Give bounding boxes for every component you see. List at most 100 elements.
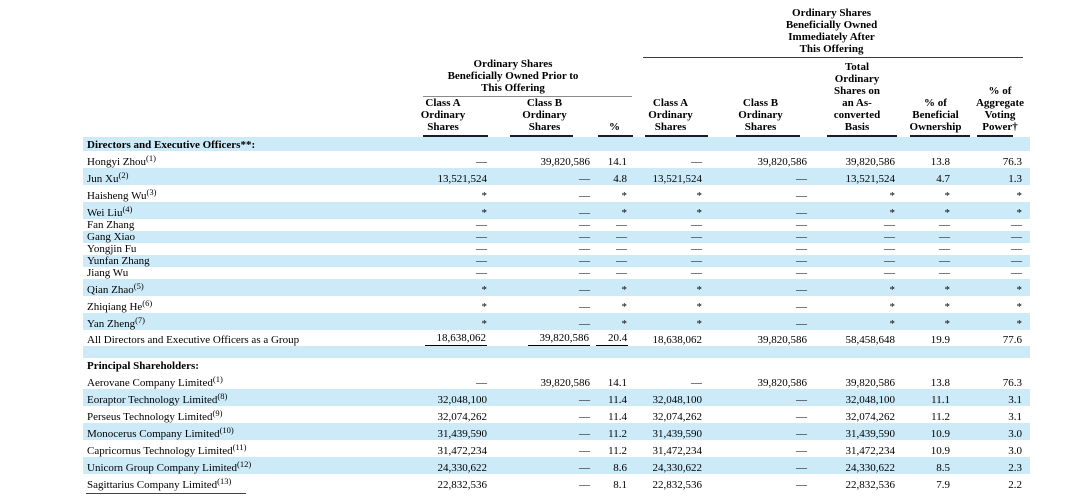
- cell-value: —: [813, 231, 901, 243]
- cell-value: —: [796, 479, 807, 491]
- section-title: Principal Shareholders:: [87, 360, 199, 372]
- after-group-rule: [643, 55, 1024, 58]
- cell-value: 3.1: [970, 389, 1031, 406]
- cell-value: —: [796, 411, 807, 423]
- footnote-ref: (2): [118, 170, 129, 180]
- cell-value: 13.8: [930, 377, 950, 389]
- cell-value: —: [901, 231, 970, 243]
- row-label: Eoraptor Technology Limited(8): [83, 389, 393, 406]
- spacer-row: [83, 346, 1031, 358]
- cell-value: —: [691, 156, 702, 168]
- cell-value: —: [708, 389, 813, 406]
- cell-value: 39,820,586: [540, 377, 591, 389]
- footnote-ref: (12): [237, 459, 252, 469]
- cell-value: —: [596, 255, 633, 267]
- cell-value: 13,521,524: [633, 168, 708, 185]
- cell-value: 11.1: [901, 389, 970, 406]
- cell-value: —: [579, 479, 590, 491]
- row-label: Yunfan Zhang: [83, 255, 393, 267]
- cell-value: —: [708, 423, 813, 440]
- cell-value: —: [1011, 267, 1023, 279]
- cell-value: 32,048,100: [393, 389, 493, 406]
- footnote-ref: (10): [219, 425, 234, 435]
- cell-value: 39,820,586: [493, 330, 596, 346]
- cell-value: 39,820,586: [757, 377, 808, 389]
- cell-value: 10.9: [901, 423, 970, 440]
- column-header-rule: [910, 134, 970, 137]
- cell-value: 3.1: [1008, 411, 1023, 423]
- cell-value: —: [708, 168, 813, 185]
- row-label: Aerovane Company Limited(1): [87, 374, 223, 389]
- header-blank: [393, 4, 633, 58]
- cell-value: —: [493, 457, 596, 474]
- cell-value: 13,521,524: [813, 168, 901, 185]
- cell-value: 24,330,622: [633, 457, 708, 474]
- cell-value: 32,048,100: [633, 389, 708, 406]
- cell-value: 39,820,586: [757, 334, 808, 346]
- cell-value: 39,820,586: [845, 377, 896, 389]
- cell-value: —: [579, 190, 590, 202]
- column-header-class-b-prior: Class B Ordinary Shares: [493, 97, 596, 137]
- cell-value: 31,472,234: [845, 445, 896, 457]
- cell-value: *: [621, 301, 628, 313]
- table-row: Qian Zhao(5) * — * * — * * *: [83, 279, 1031, 296]
- cell-value: *: [393, 313, 493, 330]
- footnote-ref: (6): [142, 298, 153, 308]
- row-label: Qian Zhao(5): [83, 279, 393, 296]
- cell-value: —: [579, 267, 590, 279]
- column-header-label: Class B Ordinary Shares: [738, 97, 783, 133]
- row-label: Capricornus Technology Limited(11): [87, 442, 247, 457]
- cell-value: *: [696, 190, 703, 202]
- header-after-offering-group: Ordinary Shares Beneficially Owned Immed…: [633, 4, 1030, 58]
- row-label: Sagittarius Company Limited(13): [87, 476, 232, 491]
- cell-value: 7.9: [936, 479, 950, 491]
- cell-value: —: [476, 267, 487, 279]
- table-row: Jun Xu(2) 13,521,524—4.8 13,521,524—13,521…: [83, 168, 1031, 185]
- row-label: Hongyi Zhou(1): [87, 153, 156, 168]
- cell-value: 13,521,524: [393, 168, 493, 185]
- footnote-ref: (1): [145, 153, 156, 163]
- cell-value: 4.7: [901, 168, 970, 185]
- cell-value: *: [970, 313, 1031, 330]
- table-row: Capricornus Technology Limited(11) 31,472…: [83, 440, 1030, 457]
- cell-value: —: [796, 219, 807, 231]
- table-row: Perseus Technology Limited(9) 32,074,262 —…: [83, 406, 1030, 423]
- cell-value: *: [1016, 301, 1023, 313]
- header-row-prior-group: Ordinary Shares Beneficially Owned Prior…: [83, 58, 1030, 137]
- footnote-ref: (7): [135, 315, 145, 325]
- cell-value: *: [813, 313, 901, 330]
- cell-value: —: [796, 190, 807, 202]
- cell-value: 14.1: [607, 156, 627, 168]
- cell-value: 11.2: [608, 445, 627, 457]
- underlined-total-value: 20.4: [596, 332, 629, 346]
- cell-value: —: [813, 255, 901, 267]
- table-row: All Directors and Executive Officers as …: [83, 330, 1030, 346]
- cell-value: —: [939, 219, 950, 231]
- cell-value: 19.9: [930, 334, 950, 346]
- table-row: Yan Zheng(7) * — * * — * * *: [83, 313, 1031, 330]
- cell-value: *: [813, 279, 901, 296]
- cell-value: 2.2: [1008, 479, 1023, 491]
- header-row-prior-columns: Class A Ordinary Shares Class B Ordinary…: [83, 97, 1030, 137]
- column-header-pct-beneficial: % of Beneficial Ownership: [901, 58, 970, 137]
- row-label: Wei Liu(4): [83, 202, 393, 219]
- cell-value: —: [493, 389, 596, 406]
- cell-value: *: [633, 313, 708, 330]
- column-header-pct-prior: %: [596, 97, 633, 137]
- header-prior-offering-label: Ordinary Shares Beneficially Owned Prior…: [447, 58, 579, 94]
- column-header-rule: [598, 134, 633, 137]
- cell-value: —: [970, 231, 1031, 243]
- cell-value: *: [901, 313, 970, 330]
- footnote-ref: (8): [217, 391, 228, 401]
- table-row: Sagittarius Company Limited(13) 22,832,53…: [83, 474, 1030, 491]
- cell-value: —: [579, 411, 590, 423]
- underlined-total-value: 18,638,062: [424, 332, 487, 346]
- cell-value: —: [1011, 219, 1023, 231]
- cell-value: —: [616, 243, 627, 255]
- row-label: All Directors and Executive Officers as …: [87, 334, 300, 346]
- cell-value: *: [889, 301, 896, 313]
- footnote-ref: (4): [122, 204, 133, 214]
- cell-value: —: [393, 231, 493, 243]
- cell-value: —: [691, 243, 702, 255]
